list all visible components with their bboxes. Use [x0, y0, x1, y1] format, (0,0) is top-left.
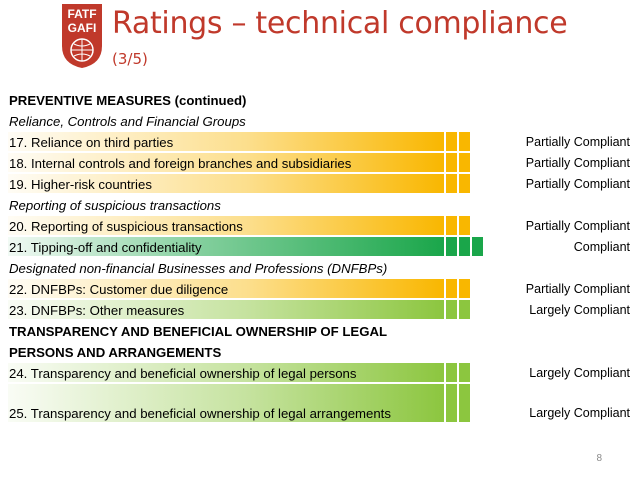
rating-bar	[8, 237, 444, 256]
section-heading-row: PREVENTIVE MEASURES (continued)	[8, 90, 632, 111]
rating-bar-segment	[470, 237, 483, 256]
page-subtitle: (3/5)	[112, 50, 148, 68]
rating-bar-segment	[444, 216, 457, 235]
page-number: 8	[596, 453, 602, 464]
rating-bar-segment	[444, 132, 457, 151]
rating-row: 19. Higher-risk countries Partially Compl…	[8, 174, 632, 195]
rating-bar-segment	[444, 363, 457, 382]
compliance-rating: Partially Compliant	[525, 135, 630, 149]
compliance-rating: Partially Compliant	[525, 156, 630, 170]
page-title: Ratings – technical compliance	[112, 6, 568, 41]
logo-text-bottom: GAFI	[68, 21, 97, 35]
recommendation-label: 22. DNFBPs: Customer due diligence	[9, 282, 229, 297]
section-heading: PREVENTIVE MEASURES (continued)	[9, 93, 247, 108]
section-heading: Designated non-financial Businesses and …	[9, 261, 388, 276]
section-heading: Reporting of suspicious transactions	[9, 198, 221, 213]
rating-bar	[8, 174, 444, 193]
compliance-rating: Largely Compliant	[529, 303, 630, 317]
section-heading-row: Designated non-financial Businesses and …	[8, 258, 632, 279]
rating-bar-segment	[444, 174, 457, 193]
rating-bar-segment	[457, 384, 470, 422]
rating-bar-segment	[457, 279, 470, 298]
logo-text-top: FATF	[67, 7, 96, 21]
rating-bar-segment	[444, 384, 457, 422]
rating-bar-segment	[444, 237, 457, 256]
rating-bar	[8, 363, 444, 382]
rating-bar-segment	[457, 237, 470, 256]
ratings-table: PREVENTIVE MEASURES (continued) Reliance,…	[8, 90, 632, 424]
rating-bar-segment	[457, 174, 470, 193]
rating-row: 21. Tipping-off and confidentiality Compl…	[8, 237, 632, 258]
section-heading: PERSONS AND ARRANGEMENTS	[9, 345, 222, 360]
compliance-rating: Largely Compliant	[529, 406, 630, 420]
rating-row: 20. Reporting of suspicious transactions…	[8, 216, 632, 237]
rating-bar	[8, 216, 444, 235]
rating-bar-segment	[457, 153, 470, 172]
rating-bar	[8, 300, 444, 319]
section-heading-row: Reliance, Controls and Financial Groups	[8, 111, 632, 132]
section-heading-row: PERSONS AND ARRANGEMENTS	[8, 342, 632, 363]
section-heading: TRANSPARENCY AND BENEFICIAL OWNERSHIP OF…	[9, 324, 388, 339]
section-heading-row: TRANSPARENCY AND BENEFICIAL OWNERSHIP OF…	[8, 321, 632, 342]
recommendation-label: 17. Reliance on third parties	[9, 135, 174, 150]
rating-row: 24. Transparency and beneficial ownershi…	[8, 363, 632, 384]
rating-bar-segment	[444, 300, 457, 319]
rating-bar-segment	[457, 216, 470, 235]
section-heading: Reliance, Controls and Financial Groups	[9, 114, 246, 129]
recommendation-label: 19. Higher-risk countries	[9, 177, 152, 192]
compliance-rating: Largely Compliant	[529, 366, 630, 380]
rating-bar	[8, 279, 444, 298]
rating-bar-segment	[444, 279, 457, 298]
rating-bar-segment	[444, 153, 457, 172]
compliance-rating: Partially Compliant	[525, 219, 630, 233]
compliance-rating: Partially Compliant	[525, 282, 630, 296]
rating-row: 23. DNFBPs: Other measures Largely Compli…	[8, 300, 632, 321]
compliance-rating: Compliant	[573, 240, 630, 254]
rating-row: 25. Transparency and beneficial ownershi…	[8, 384, 632, 424]
rating-bar-segment	[457, 132, 470, 151]
rating-row: 17. Reliance on third parties Partially C…	[8, 132, 632, 153]
recommendation-label: 23. DNFBPs: Other measures	[9, 303, 185, 318]
rating-bar	[8, 384, 444, 422]
rating-row: 18. Internal controls and foreign branch…	[8, 153, 632, 174]
fatf-gafi-logo: FATF GAFI	[60, 2, 104, 70]
recommendation-label: 20. Reporting of suspicious transactions	[9, 219, 243, 234]
rating-bar-segment	[457, 300, 470, 319]
compliance-rating: Partially Compliant	[525, 177, 630, 191]
rating-bar-segment	[457, 363, 470, 382]
rating-row: 22. DNFBPs: Customer due diligence Partia…	[8, 279, 632, 300]
rating-bar	[8, 132, 444, 151]
rating-bar	[8, 153, 444, 172]
recommendation-label: 21. Tipping-off and confidentiality	[9, 240, 202, 255]
recommendation-label: 24. Transparency and beneficial ownershi…	[9, 366, 357, 381]
section-heading-row: Reporting of suspicious transactions	[8, 195, 632, 216]
recommendation-label: 25. Transparency and beneficial ownershi…	[9, 406, 391, 421]
recommendation-label: 18. Internal controls and foreign branch…	[9, 156, 352, 171]
